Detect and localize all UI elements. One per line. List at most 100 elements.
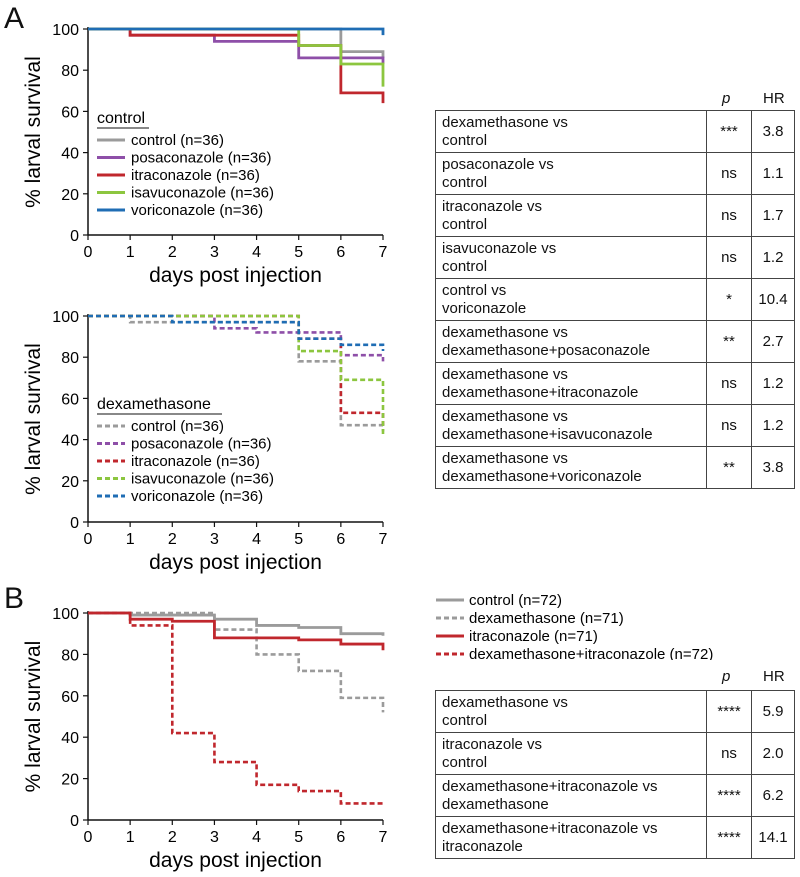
x-tick-label: 1 [126,244,135,261]
hazard-ratio-cell: 1.2 [751,404,795,447]
survival-series-line [88,314,385,432]
hazard-ratio-cell: 6.2 [751,774,795,817]
p-value-cell: * [706,278,752,321]
p-value-cell: **** [706,690,752,733]
y-tick-label: 60 [61,689,79,706]
x-tick-label: 5 [294,531,303,548]
p-value-cell: **** [706,774,752,817]
y-tick-label: 40 [61,433,79,450]
comparison-cell: dexamethasone vs dexamethasone+itraconaz… [435,362,707,405]
x-tick-label: 0 [84,531,93,548]
table-row: posaconazole vs control ns 1.1 [435,152,795,195]
survival-series-line [88,27,385,58]
comparison-cell: posaconazole vs control [435,152,707,195]
hazard-ratio-cell: 3.8 [751,446,795,489]
comparison-cell: dexamethasone+itraconazole vs itraconazo… [435,816,707,859]
table-row: itraconazole vs control ns 1.7 [435,194,795,237]
survival-series-line [88,611,385,806]
hazard-ratio-cell: 10.4 [751,278,795,321]
x-tick-label: 0 [84,244,93,261]
hazard-ratio-cell: 1.2 [751,362,795,405]
survival-series-line [88,611,385,713]
table-row: itraconazole vs control ns 2.0 [435,732,795,775]
x-tick-label: 3 [210,829,219,846]
table-row: dexamethasone vs control **** 5.9 [435,690,795,733]
x-tick-label: 5 [294,829,303,846]
p-value-cell: **** [706,816,752,859]
y-tick-label: 80 [61,350,79,367]
statistics-table-a: dexamethasone vs control *** 3.8 posaconazo… [435,110,795,489]
hazard-ratio-cell: 2.0 [751,732,795,775]
table-a-hr-header: HR [763,90,785,107]
x-tick-label: 0 [84,829,93,846]
y-tick-label: 60 [61,391,79,408]
x-axis-label: days post injection [149,849,322,872]
p-value-cell: ** [706,446,752,489]
x-tick-label: 1 [126,531,135,548]
p-value-cell: ** [706,320,752,363]
y-axis-label: % larval survival [22,343,45,495]
legend-entry-label: dexamethasone (n=71) [469,610,624,627]
x-tick-label: 3 [210,244,219,261]
table-row: dexamethasone+itraconazole vs itraconazo… [435,816,795,859]
comparison-cell: itraconazole vs control [435,732,707,775]
y-tick-label: 0 [70,813,79,830]
p-value-cell: ns [706,732,752,775]
hazard-ratio-cell: 1.1 [751,152,795,195]
x-tick-label: 7 [379,829,388,846]
panel-b-legend: control (n=72)dexamethasone (n=71)itraco… [436,592,713,660]
x-axis-label: days post injection [149,264,322,287]
comparison-cell: dexamethasone vs control [435,110,707,153]
hazard-ratio-cell: 1.2 [751,236,795,279]
p-value-cell: ns [706,404,752,447]
y-tick-label: 20 [61,187,79,204]
legend-entry-label: control (n=72) [469,592,562,609]
comparison-cell: control vs voriconazole [435,278,707,321]
legend-entry-label: isavuconazole (n=36) [131,185,274,202]
x-tick-label: 2 [168,829,177,846]
survival-series-line [88,314,385,352]
comparison-cell: dexamethasone vs dexamethasone+isavucona… [435,404,707,447]
table-b-hr-header: HR [763,668,785,685]
table-a-p-header: p [722,90,731,107]
legend-title: dexamethasone [97,396,211,413]
x-tick-label: 6 [336,531,345,548]
table-row: isavuconazole vs control ns 1.2 [435,236,795,279]
comparison-cell: dexamethasone vs dexamethasone+voriconaz… [435,446,707,489]
table-row: dexamethasone vs dexamethasone+isavucona… [435,404,795,447]
x-tick-label: 2 [168,244,177,261]
survival-chart-dexamethasone: 0 1 2 3 4 5 6 7 0 20 40 60 80 100 days post injection%… [22,309,388,574]
y-axis-label: % larval survival [22,56,45,208]
x-axis-label: days post injection [149,551,322,574]
x-tick-label: 6 [336,829,345,846]
table-row: dexamethasone+itraconazole vs dexamethas… [435,774,795,817]
legend-entry-label: control (n=36) [131,418,224,435]
legend-entry-label: dexamethasone+itraconazole (n=72) [469,646,713,660]
table-row: dexamethasone vs control *** 3.8 [435,110,795,153]
comparison-cell: isavuconazole vs control [435,236,707,279]
y-tick-label: 20 [61,772,79,789]
y-tick-label: 80 [61,647,79,664]
legend-entry-label: posaconazole (n=36) [131,150,272,167]
p-value-cell: ns [706,152,752,195]
survival-chart-control: 0 1 2 3 4 5 6 7 0 20 40 60 80 100 days post injection%… [22,22,388,287]
table-row: dexamethasone vs dexamethasone+posaconaz… [435,320,795,363]
p-value-cell: ns [706,362,752,405]
hazard-ratio-cell: 3.8 [751,110,795,153]
table-row: dexamethasone vs dexamethasone+itraconaz… [435,362,795,405]
p-value-cell: ns [706,194,752,237]
hazard-ratio-cell: 14.1 [751,816,795,859]
legend-entry-label: itraconazole (n=36) [131,167,260,184]
y-axis-label: % larval survival [22,641,45,793]
legend-entry-label: posaconazole (n=36) [131,436,272,453]
legend-entry-label: voriconazole (n=36) [131,488,263,505]
x-tick-label: 4 [252,244,261,261]
legend-title: control [97,110,145,127]
x-tick-label: 4 [252,829,261,846]
comparison-cell: dexamethasone vs control [435,690,707,733]
table-row: dexamethasone vs dexamethasone+voriconaz… [435,446,795,489]
y-tick-label: 20 [61,474,79,491]
table-b-p-header: p [722,668,731,685]
y-tick-label: 80 [61,63,79,80]
x-tick-label: 7 [379,531,388,548]
